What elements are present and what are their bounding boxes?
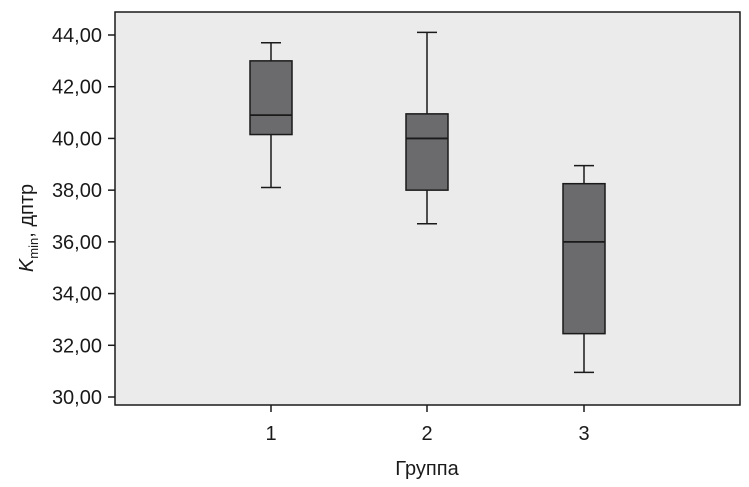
x-axis: 1 2 3 — [265, 405, 590, 445]
y-axis: 30,00 32,00 34,00 36,00 38,00 40,00 42,00 44,00 — [52, 25, 115, 409]
iqr-box — [249, 60, 293, 136]
box-group-2 — [405, 31, 449, 225]
y-axis-title-subscript: min — [26, 238, 41, 259]
box-group-1 — [249, 42, 293, 189]
y-axis-title: Kmin, дптр — [16, 184, 41, 272]
y-tick-label: 32,00 — [52, 335, 102, 357]
y-tick-label: 30,00 — [52, 387, 102, 409]
x-tick-label: 1 — [265, 423, 276, 445]
boxes — [249, 31, 606, 374]
y-tick-label: 40,00 — [52, 128, 102, 150]
y-tick-label: 36,00 — [52, 232, 102, 254]
box-group-3 — [562, 164, 606, 374]
y-tick-label: 44,00 — [52, 25, 102, 47]
x-tick-label: 3 — [578, 423, 589, 445]
iqr-box — [562, 182, 606, 335]
y-axis-title-unit: , дптр — [16, 184, 38, 238]
x-tick-label: 2 — [421, 423, 432, 445]
y-axis-title-var: K — [16, 257, 38, 272]
x-axis-title: Группа — [395, 458, 459, 480]
y-tick-label: 34,00 — [52, 284, 102, 306]
y-tick-label: 38,00 — [52, 180, 102, 202]
iqr-box — [405, 113, 449, 191]
y-tick-label: 42,00 — [52, 77, 102, 99]
